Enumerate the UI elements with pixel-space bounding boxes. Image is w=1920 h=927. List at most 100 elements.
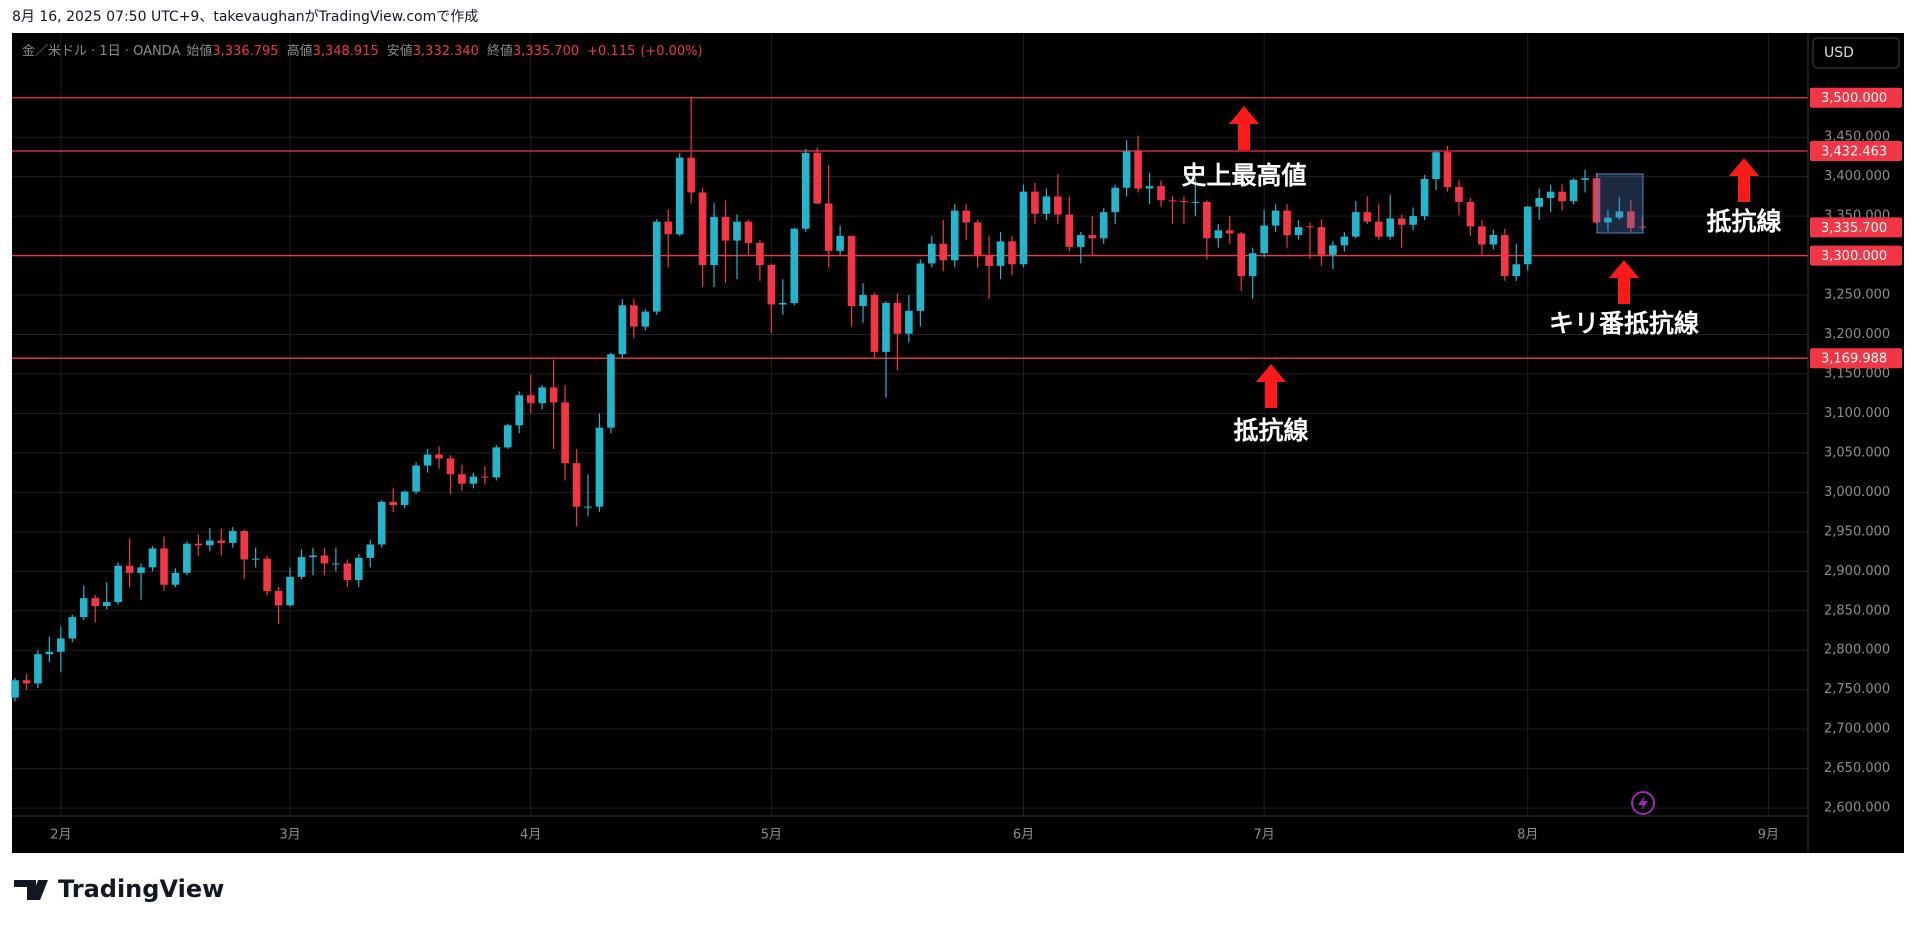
y-tick-label: 3,000.000 <box>1824 485 1890 500</box>
candle-body <box>343 563 352 580</box>
candle-body <box>847 235 856 307</box>
candle-body <box>1168 200 1177 202</box>
candle-body <box>263 558 271 592</box>
candle-body <box>1352 212 1360 237</box>
x-tick-label: 5月 <box>761 828 782 843</box>
y-tick-label: 3,150.000 <box>1824 366 1890 381</box>
y-tick-label: 2,850.000 <box>1824 603 1890 618</box>
price-label-box <box>1810 87 1902 108</box>
annotation: 抵抗線 <box>1233 416 1308 445</box>
candle-body <box>1478 226 1486 245</box>
candle-body <box>309 555 317 558</box>
last-price-box <box>1810 217 1902 238</box>
candle-body <box>1374 221 1383 237</box>
change-percent: (+0.00%) <box>640 44 702 59</box>
candle-body <box>1054 196 1062 215</box>
candle-body <box>572 463 581 507</box>
candle-body <box>1581 178 1589 180</box>
candle-body <box>1191 201 1200 203</box>
candle-body <box>928 243 936 264</box>
candle-body <box>916 263 925 311</box>
candle-body <box>217 540 226 543</box>
alert-icon[interactable] <box>1631 791 1655 815</box>
candle-body <box>1329 245 1337 255</box>
candle-body <box>206 540 214 546</box>
y-tick-label: 2,900.000 <box>1824 564 1890 579</box>
candle-body <box>45 651 54 655</box>
alert-bolt[interactable] <box>1638 795 1648 811</box>
candle-body <box>492 447 501 478</box>
chart-panel <box>12 33 1904 853</box>
candle-body <box>1122 151 1131 188</box>
annotation-arrows <box>1229 106 1759 408</box>
price-label: 3,500.000 <box>1821 91 1887 106</box>
candle-body <box>148 548 157 568</box>
x-tick-label: 2月 <box>50 828 71 843</box>
candle-body <box>515 395 524 426</box>
price-label-box <box>1810 245 1902 266</box>
candle-body <box>779 302 787 305</box>
highlight-box <box>1596 173 1644 234</box>
candle-body <box>1535 197 1543 207</box>
x-tick-label: 3月 <box>279 828 300 843</box>
change-value: +0.115 <box>587 44 635 59</box>
candle-body <box>11 680 19 698</box>
candle-body <box>790 228 799 303</box>
candle-body <box>1523 206 1532 265</box>
candle-body <box>160 548 168 585</box>
y-tick-label: 3,450.000 <box>1824 130 1890 145</box>
y-tick-label: 2,600.000 <box>1824 801 1890 816</box>
candle-body <box>985 255 993 266</box>
logo-text: TradingView <box>58 875 224 903</box>
candle-body <box>332 563 340 565</box>
candle-body <box>412 465 420 492</box>
candle-body <box>1443 152 1452 187</box>
y-tick-label: 3,400.000 <box>1824 169 1890 184</box>
currency-button[interactable] <box>1812 37 1900 69</box>
candle-body <box>595 427 604 507</box>
candle-body <box>469 476 478 484</box>
logo: TradingView <box>14 875 224 903</box>
candle-body <box>1306 226 1314 228</box>
candle-body <box>1432 152 1440 180</box>
annotation: 史上最高値 <box>1181 161 1306 190</box>
candle-body <box>366 544 375 558</box>
candle-body <box>446 458 455 475</box>
logo-mark <box>14 880 48 900</box>
candle-body <box>824 203 833 251</box>
candle-body <box>698 192 707 266</box>
candle-body <box>297 557 306 577</box>
candle-body <box>721 216 730 241</box>
y-tick-label: 2,700.000 <box>1824 722 1890 737</box>
candle-body <box>1157 186 1165 201</box>
candle-body <box>836 235 844 251</box>
alert-circle[interactable] <box>1631 791 1655 815</box>
candle-body <box>996 241 1005 266</box>
candle-body <box>458 474 466 484</box>
candle-body <box>423 454 432 466</box>
candle-body <box>1180 201 1188 203</box>
candle-body <box>1225 230 1234 234</box>
ohlc-legend: 金／米ドル · 1日 · OANDA 始値3,336.795 高値3,348.915… <box>22 43 703 59</box>
y-tick-label: 2,800.000 <box>1824 643 1890 658</box>
low-value: 3,332.340 <box>413 44 479 59</box>
candle-body <box>1317 227 1326 255</box>
y-tick-label: 3,100.000 <box>1824 406 1890 421</box>
candle-body <box>1260 225 1268 254</box>
y-tick-label: 3,050.000 <box>1824 445 1890 460</box>
candle-body <box>962 210 970 223</box>
candle-body <box>240 531 248 560</box>
candle-body <box>1592 178 1601 223</box>
candles <box>11 97 1808 702</box>
candle-body <box>68 617 77 639</box>
y-tick-label: 2,650.000 <box>1824 761 1890 776</box>
overlays: 2,600.000 2,650.000 2,700.000 2,750.000 2,80… <box>50 87 1902 843</box>
candle-body <box>1386 218 1394 237</box>
candle-body <box>1638 226 1647 228</box>
candle-body <box>1008 241 1016 265</box>
price-label: 3,300.000 <box>1821 249 1887 264</box>
open-value: 3,336.795 <box>212 44 278 59</box>
currency-label[interactable]: USD <box>1824 45 1854 61</box>
